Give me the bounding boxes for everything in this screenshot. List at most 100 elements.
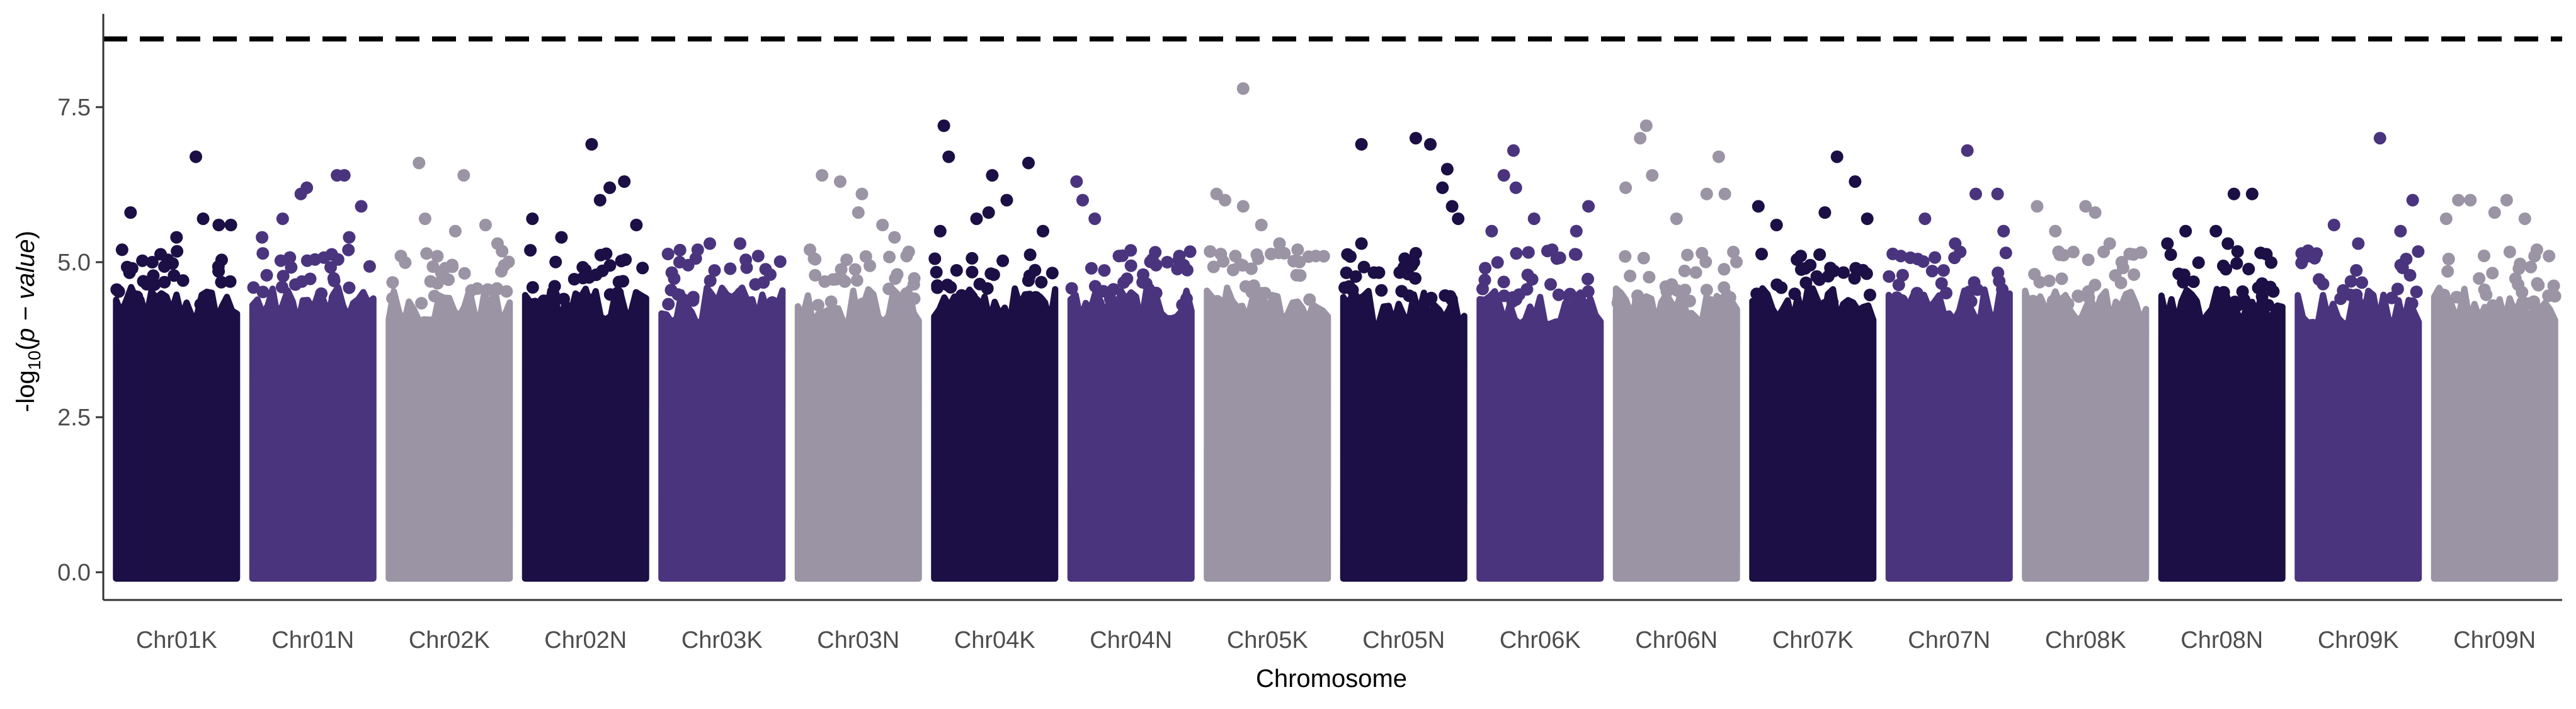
band-edge-point — [1107, 283, 1120, 296]
y-tick-label: 2.5 — [57, 405, 91, 431]
band-edge-point — [2109, 269, 2122, 282]
band-edge-point — [900, 287, 913, 300]
band-edge-point — [1479, 262, 1492, 275]
data-point — [855, 187, 869, 200]
data-point — [2439, 212, 2453, 226]
band-edge-point — [158, 260, 171, 273]
band-edge-point — [247, 281, 260, 294]
data-point — [734, 237, 746, 250]
band-edge-point — [1582, 272, 1594, 285]
band-edge-point — [2478, 250, 2490, 262]
band-edge-point — [1544, 278, 1557, 291]
band-edge-point — [966, 251, 979, 265]
band-edge-point — [1929, 251, 1942, 264]
band-edge-point — [2356, 276, 2368, 289]
band-edge-point — [671, 288, 685, 301]
band-edge-point — [1393, 266, 1406, 279]
band-edge-point — [136, 254, 149, 267]
data-point — [212, 219, 225, 231]
band-edge-point — [1098, 264, 1111, 277]
band-edge-point — [2547, 279, 2560, 292]
band-edge-point — [325, 248, 338, 261]
data-point — [585, 138, 598, 151]
band-edge-point — [848, 263, 862, 276]
band-edge-point — [809, 253, 822, 266]
band-edge-point — [1992, 266, 2005, 279]
band-edge-point — [2410, 285, 2423, 299]
band-edge-point — [1510, 247, 1523, 260]
band-edge-point — [996, 254, 1010, 267]
band-edge-point — [275, 280, 288, 294]
data-point — [1718, 187, 1731, 200]
data-point — [1712, 150, 1725, 163]
band-edge-point — [1552, 288, 1565, 301]
band-edge-point — [611, 286, 624, 299]
band-edge-point — [818, 275, 831, 288]
chromosome-band — [2022, 287, 2150, 582]
band-edge-point — [1149, 286, 1163, 299]
y-tick-label: 5.0 — [57, 250, 91, 276]
band-edge-point — [1611, 296, 1624, 309]
band-edge-point — [1848, 272, 1861, 285]
band-edge-point — [2486, 267, 2499, 280]
band-edge-point — [1522, 246, 1535, 259]
band-edge-point — [2405, 297, 2419, 310]
band-edge-point — [907, 278, 920, 291]
band-edge-point — [583, 271, 596, 284]
band-edge-point — [1883, 270, 1896, 283]
x-axis-title: Chromosome — [1256, 665, 1407, 693]
data-point — [1409, 132, 1422, 145]
data-point — [1236, 200, 1250, 213]
band-edge-point — [661, 248, 675, 260]
band-edge-point — [1940, 287, 1952, 299]
band-edge-point — [1718, 263, 1731, 276]
band-edge-point — [256, 247, 270, 260]
data-point — [1969, 187, 1982, 200]
band-edge-point — [1917, 255, 1930, 268]
band-edge-point — [2255, 290, 2269, 303]
band-edge-point — [1553, 251, 1566, 264]
band-edge-point — [212, 265, 225, 278]
chromosome-band — [1885, 286, 2013, 582]
data-point — [1918, 212, 1932, 226]
band-edge-point — [363, 260, 376, 273]
y-tick-labels: 0.0 2.5 5.0 7.5 — [57, 95, 103, 586]
band-edge-point — [1171, 262, 1184, 275]
data-point — [394, 250, 407, 263]
band-edge-point — [1211, 295, 1224, 308]
data-point — [2518, 212, 2531, 226]
data-point — [1700, 187, 1713, 200]
data-point — [1634, 132, 1647, 145]
data-point — [115, 243, 128, 257]
data-point — [355, 200, 368, 213]
band-edge-point — [1678, 284, 1692, 297]
data-point — [124, 206, 137, 219]
band-edge-point — [840, 253, 853, 267]
band-edge-point — [1837, 266, 1850, 279]
band-edge-point — [2072, 290, 2085, 303]
data-point — [1570, 224, 1583, 238]
band-edge-point — [386, 292, 399, 305]
band-edge-point — [1803, 297, 1816, 311]
band-edge-point — [256, 285, 270, 299]
band-edge-point — [2187, 275, 2200, 288]
data-point — [1452, 212, 1465, 226]
band-edge-point — [708, 264, 721, 277]
band-edge-point — [2317, 277, 2330, 291]
chromosome-band — [794, 285, 922, 582]
data-point — [2303, 250, 2317, 263]
band-edge-point — [2192, 256, 2205, 269]
band-edge-point — [856, 297, 869, 311]
band-edge-point — [1813, 273, 1826, 286]
band-edge-point — [1294, 269, 1307, 282]
band-edge-point — [1964, 295, 1978, 308]
x-tick-label: Chr09N — [2453, 627, 2536, 654]
data-point — [2128, 268, 2141, 281]
x-tick-label: Chr08K — [2045, 627, 2126, 654]
x-tick-label: Chr07N — [1908, 627, 1990, 654]
band-edge-point — [171, 245, 184, 258]
data-point — [2161, 237, 2174, 250]
band-edge-point — [1999, 246, 2012, 260]
band-edge-point — [1689, 266, 1702, 279]
data-point — [276, 212, 289, 226]
